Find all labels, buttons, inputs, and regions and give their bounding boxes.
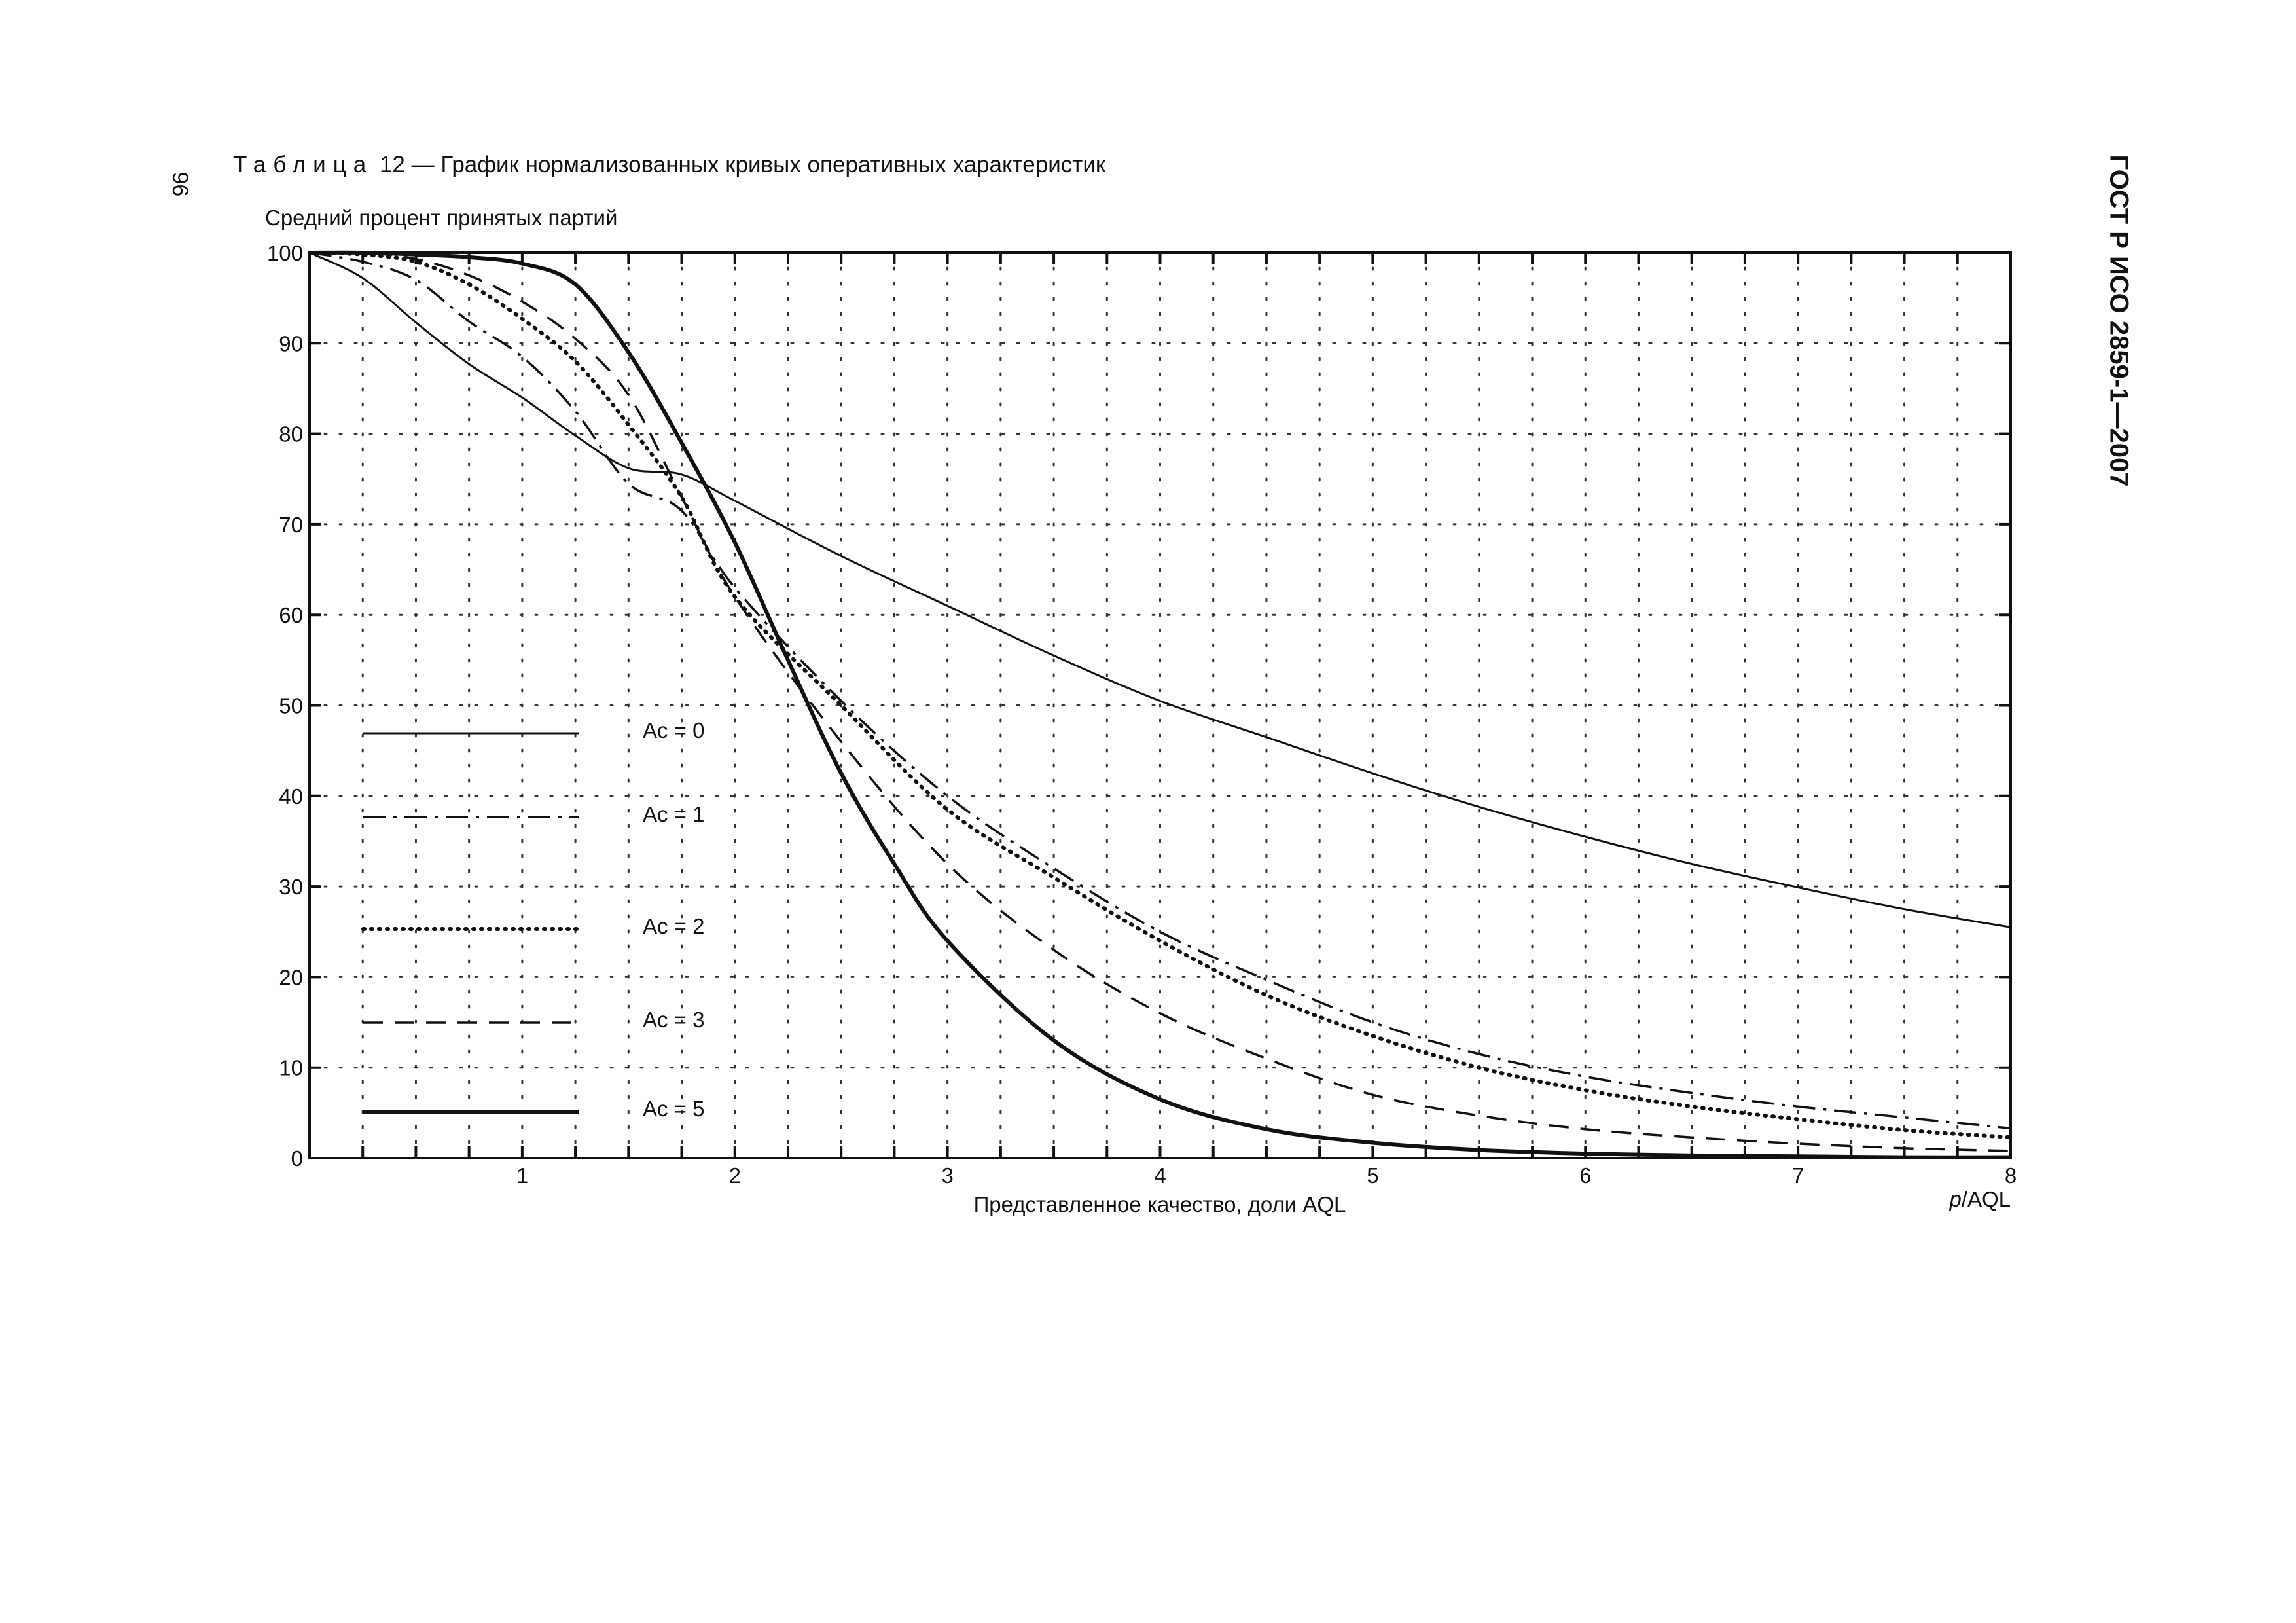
y-tick-label: 10 — [279, 1056, 303, 1080]
legend-label: Ac = 1 — [643, 802, 704, 826]
table-caption: Таблица 12 — График нормализованных крив… — [233, 152, 1105, 178]
y-tick-label: 30 — [279, 875, 303, 899]
y-tick-label: 40 — [279, 784, 303, 809]
grid-lines — [308, 251, 2012, 1159]
x-unit-rest: /AQL — [1962, 1187, 2011, 1211]
legend-label: Ac = 3 — [643, 1008, 704, 1032]
x-tick-label: 3 — [941, 1163, 953, 1188]
series-line — [308, 251, 2013, 1140]
legend-label: Ac = 0 — [643, 718, 704, 742]
series-line — [309, 251, 2011, 1152]
x-tick-label: 5 — [1367, 1163, 1378, 1188]
y-tick-label: 80 — [279, 422, 303, 447]
y-tick-label: 20 — [279, 965, 303, 989]
x-tick-label: 4 — [1154, 1163, 1166, 1188]
caption-title: 12 — График нормализованных кривых опера… — [379, 152, 1106, 177]
x-unit-italic: p — [1948, 1187, 1961, 1211]
caption-prefix: Таблица — [233, 152, 374, 177]
x-tick-label: 2 — [729, 1163, 741, 1188]
x-tick-label: 8 — [2005, 1163, 2017, 1188]
legend-label: Ac = 5 — [643, 1097, 704, 1121]
tick-marks — [310, 253, 2011, 1158]
y-tick-label: 90 — [279, 331, 303, 356]
y-axis-label: Средний процент принятых партий — [265, 206, 617, 230]
y-tick-label: 60 — [279, 603, 303, 627]
series-line — [309, 251, 2011, 928]
legend: Ac = 0 Ac = 1 Ac = 2 Ac = 3 Ac = 5 — [361, 718, 704, 1121]
y-tick-label: 100 — [267, 241, 303, 265]
series-line — [309, 250, 2011, 1159]
x-tick-label: 6 — [1579, 1163, 1591, 1188]
y-tick-label: 0 — [291, 1146, 303, 1171]
y-tick-label: 70 — [279, 513, 303, 537]
legend-label: Ac = 2 — [643, 914, 704, 938]
series-lines — [308, 250, 2013, 1159]
x-axis-label: Представленное качество, доли AQL — [974, 1192, 1346, 1216]
x-unit-label: p/AQL — [1948, 1187, 2011, 1211]
x-tick-label: 1 — [516, 1163, 528, 1188]
y-tick-label: 50 — [279, 694, 303, 718]
x-tick-label: 7 — [1792, 1163, 1804, 1188]
series-line — [309, 251, 2011, 1130]
plot-frame — [308, 251, 2012, 1159]
